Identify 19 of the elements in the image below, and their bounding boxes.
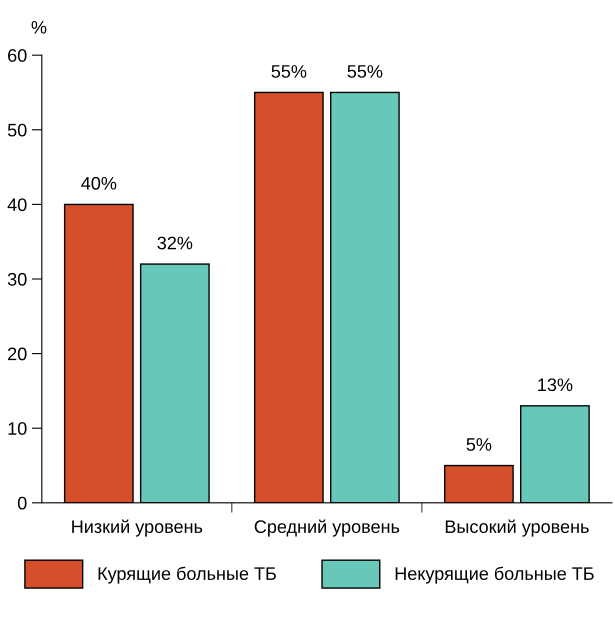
data-label: 55% [272,65,306,78]
data-label: 32% [157,236,192,250]
data-label: 5% [466,438,492,451]
y-tick-label: 30 [8,272,27,286]
x-tick-label: Высокий уровень [446,519,589,537]
y-tick-label: 20 [8,348,27,360]
y-tick-label: 40 [8,198,27,212]
data-label: 55% [348,65,382,78]
data-label: 40% [81,176,116,190]
y-axis-title: % [32,21,46,34]
x-tick-label: Средний уровень [254,519,400,537]
y-tick-label: 50 [8,124,27,137]
data-label: 13% [538,378,572,392]
x-tick-label: Низкий уровень [72,519,202,537]
y-tick-label: 60 [8,49,27,62]
y-tick-label: 0 [18,496,27,510]
y-tick-label: 10 [8,422,27,435]
legend-label: Некурящие больные ТБ [396,566,594,584]
legend-label: Курящие больные ТБ [98,566,276,584]
